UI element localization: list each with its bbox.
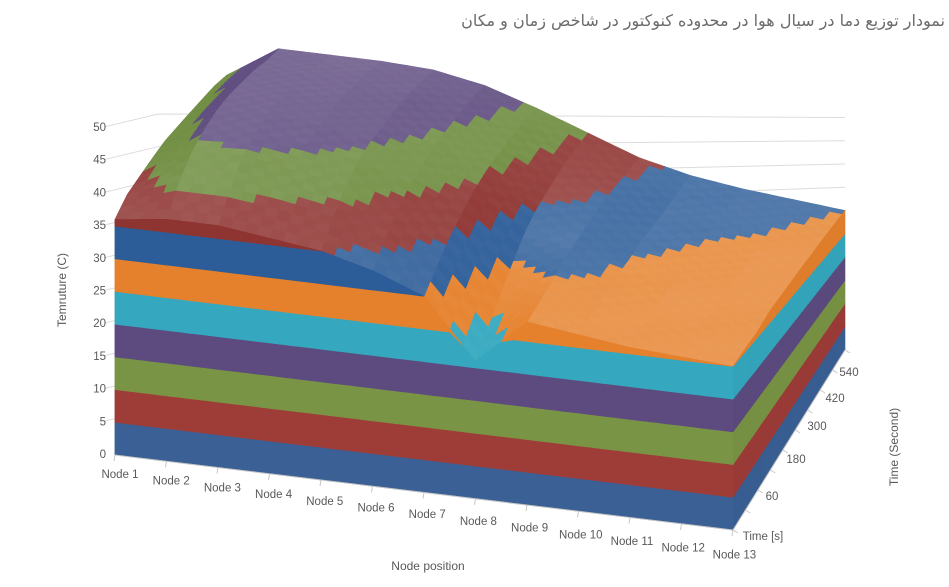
- axes: [113, 349, 851, 537]
- x-axis-tick-label: Node 13: [713, 549, 756, 561]
- z-axis-tick-label: 420: [825, 393, 844, 405]
- x-axis: Node 1 Node 2 Node 3 Node 4 Node 5 Node 6 Node…: [101, 469, 756, 561]
- x-axis-tick-label: Node 8: [460, 516, 497, 528]
- z-axis-tick-label: 180: [786, 454, 805, 466]
- chart-title: نمودار توزیع دما در سیال هوا در محدوده ک…: [461, 11, 945, 30]
- y-axis-title: Temruture (C): [55, 253, 69, 327]
- z-axis: Time [s] 60 180 300 420 540: [743, 367, 859, 543]
- x-axis-tick-label: Node 12: [661, 543, 704, 555]
- x-axis-tick-label: Node 7: [409, 509, 446, 521]
- x-axis-tick-label: Node 10: [559, 529, 602, 541]
- right-wall: [732, 209, 846, 532]
- y-axis-tick-label: 40: [93, 187, 106, 199]
- x-axis-tick-label: Node 3: [204, 482, 241, 494]
- y-axis-tick-label: 45: [93, 155, 106, 167]
- x-axis-tick-label: Node 5: [306, 496, 343, 508]
- y-axis-tick-label: 0: [100, 449, 106, 461]
- z-axis-tick-label: 540: [839, 367, 858, 379]
- x-axis-tick-label: Node 6: [357, 503, 394, 515]
- y-axis-tick-label: 20: [93, 318, 106, 330]
- z-axis-tick-label: 300: [807, 421, 826, 433]
- z-axis-tick-label: 60: [766, 491, 779, 503]
- x-axis-tick-label: Node 1: [101, 469, 138, 481]
- x-axis-tick-label: Node 2: [153, 476, 190, 488]
- y-axis-tick-label: 50: [93, 122, 106, 134]
- y-axis-tick-label: 15: [93, 351, 106, 363]
- z-axis-title: Time (Second): [887, 408, 901, 486]
- surface-mesh: [114, 48, 846, 367]
- x-axis-title: Node position: [391, 559, 464, 573]
- y-axis-tick-label: 10: [93, 384, 106, 396]
- y-axis-tick-label: 35: [93, 220, 106, 232]
- x-axis-tick-label: Node 4: [255, 489, 293, 501]
- x-axis-tick-label: Node 9: [511, 523, 548, 535]
- z-axis-tick-label: Time [s]: [743, 531, 783, 543]
- y-axis: 0 5 10 15 20 25 30 35 40 45 50: [93, 122, 106, 461]
- y-axis-tick-label: 30: [93, 253, 106, 265]
- y-axis-tick-label: 25: [93, 286, 106, 298]
- x-axis-tick-label: Node 11: [611, 536, 654, 548]
- y-axis-tick-label: 5: [100, 416, 106, 428]
- front-wall: [114, 218, 734, 531]
